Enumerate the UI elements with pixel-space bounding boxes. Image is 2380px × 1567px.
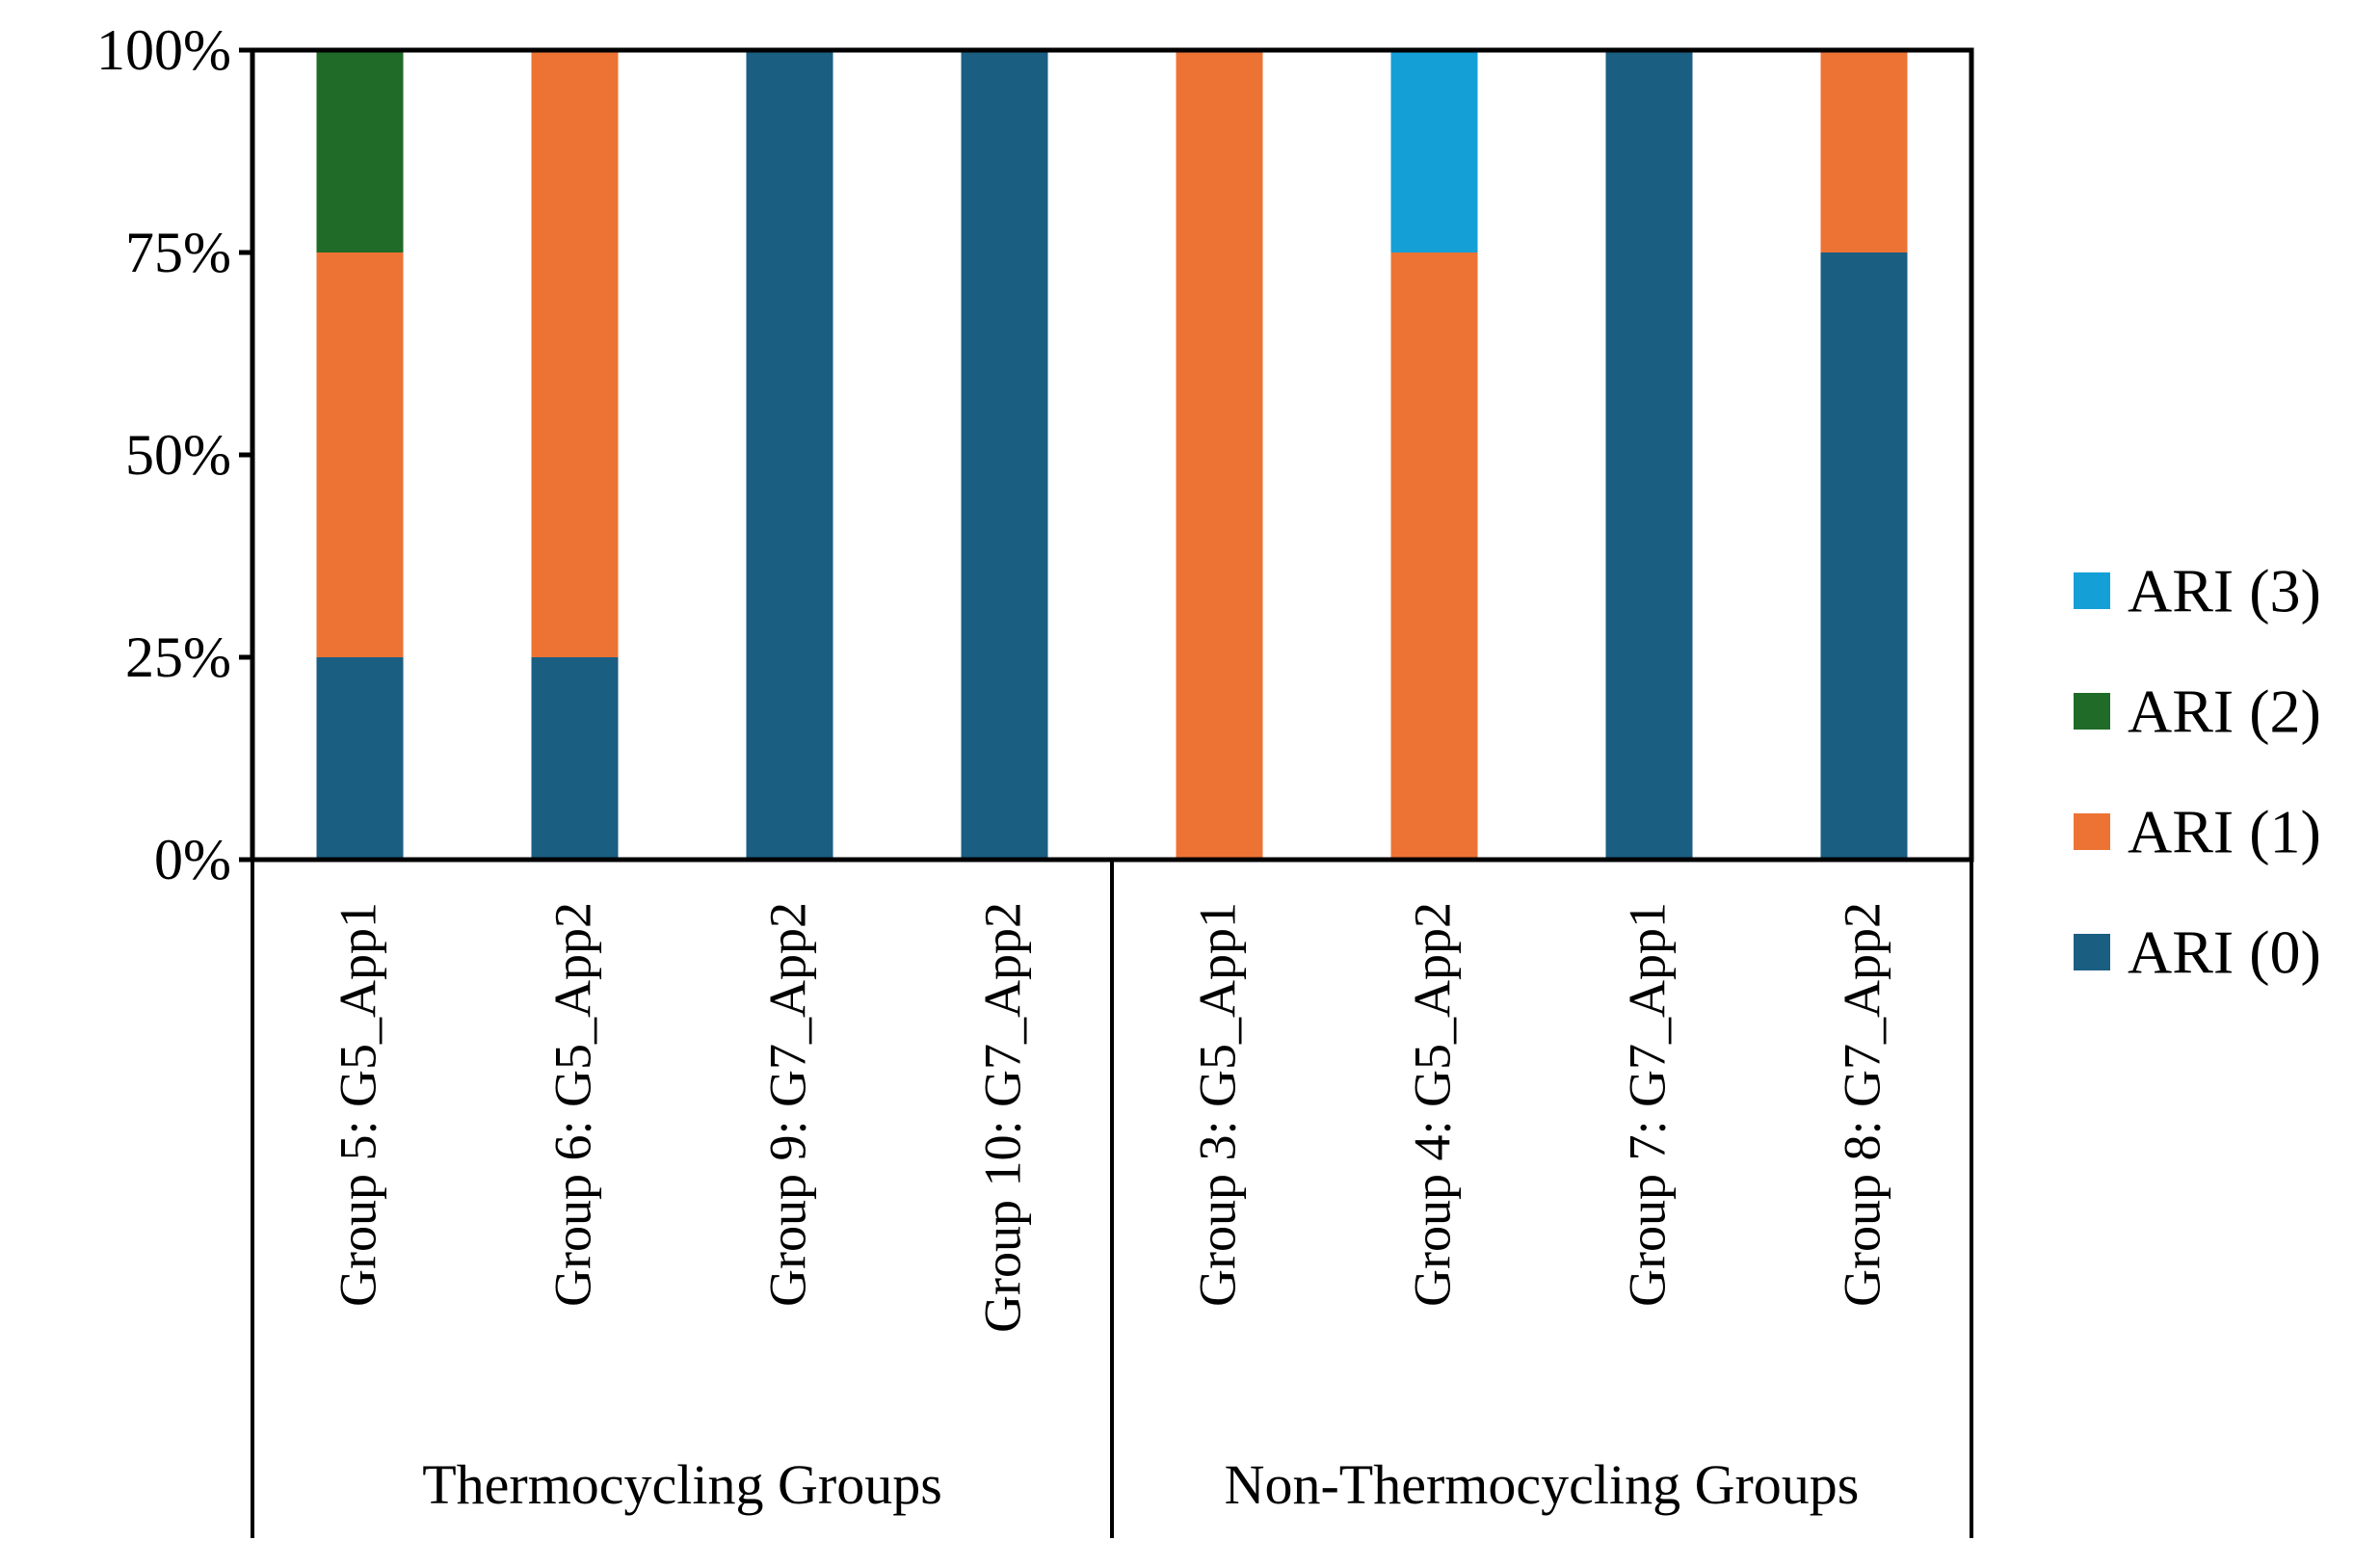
bar-segment-ari-1-group-5-g5-app1 [316, 252, 404, 657]
x-tick-label: Group 10: G7_App2 [974, 902, 1032, 1333]
x-tick-label: Group 5: G5_App1 [330, 902, 387, 1307]
bar-segment-ari-0-group-6-g5-app2 [531, 657, 619, 860]
legend-swatch-ari-0 [2074, 934, 2110, 970]
bar-segment-ari-2-group-5-g5-app1 [316, 50, 404, 252]
bar-segment-ari-1-group-8-g7-app2 [1820, 50, 1908, 252]
bar-segment-ari-0-group-10-g7-app2 [961, 50, 1048, 860]
y-tick-label: 25% [125, 625, 231, 689]
bar-segment-ari-0-group-8-g7-app2 [1820, 252, 1908, 860]
legend-label-ari-3: ARI (3) [2128, 557, 2321, 625]
bar-segment-ari-0-group-7-g7-app1 [1605, 50, 1693, 860]
x-tick-label: Group 9: G7_App2 [759, 902, 817, 1307]
bar-segment-ari-1-group-4-g5-app2 [1390, 252, 1478, 860]
legend: ARI (3) ARI (2) ARI (1) ARI (0) [2074, 557, 2321, 987]
bar-segment-ari-1-group-3-g5-app1 [1176, 50, 1263, 860]
y-tick-label: 0% [154, 828, 231, 891]
bar-segment-ari-1-group-6-g5-app2 [531, 50, 619, 657]
y-axis: 0% 25% 50% 75% 100% [96, 18, 252, 891]
legend-swatch-ari-1 [2074, 813, 2110, 850]
legend-label-ari-1: ARI (1) [2128, 798, 2321, 866]
y-tick-label: 100% [96, 18, 231, 82]
x-tick-label: Group 6: G5_App2 [544, 902, 602, 1307]
x-tick-label: Group 4: G5_App2 [1404, 902, 1462, 1307]
plot-frame [250, 47, 1974, 863]
legend-swatch-ari-2 [2074, 693, 2110, 730]
x-axis: Group 5: G5_App1 Group 6: G5_App2 Group 9:… [251, 860, 1973, 1538]
y-tick-label: 50% [125, 423, 231, 487]
x-group-label: Thermocycling Groups [422, 1453, 942, 1516]
legend-swatch-ari-3 [2074, 572, 2110, 609]
bars-layer [316, 50, 1908, 860]
bar-segment-ari-0-group-5-g5-app1 [316, 657, 404, 860]
x-group-label: Non-Thermocycling Groups [1225, 1453, 1860, 1516]
x-tick-label: Group 7: G7_App1 [1619, 902, 1677, 1307]
legend-label-ari-2: ARI (2) [2128, 677, 2321, 746]
bar-segment-ari-3-group-4-g5-app2 [1390, 50, 1478, 252]
y-tick-label: 75% [125, 221, 231, 284]
x-tick-label: Group 3: G5_App1 [1189, 902, 1247, 1307]
bar-segment-ari-0-group-9-g7-app2 [746, 50, 833, 860]
x-tick-label: Group 8: G7_App2 [1834, 902, 1891, 1307]
legend-label-ari-0: ARI (0) [2128, 918, 2321, 987]
